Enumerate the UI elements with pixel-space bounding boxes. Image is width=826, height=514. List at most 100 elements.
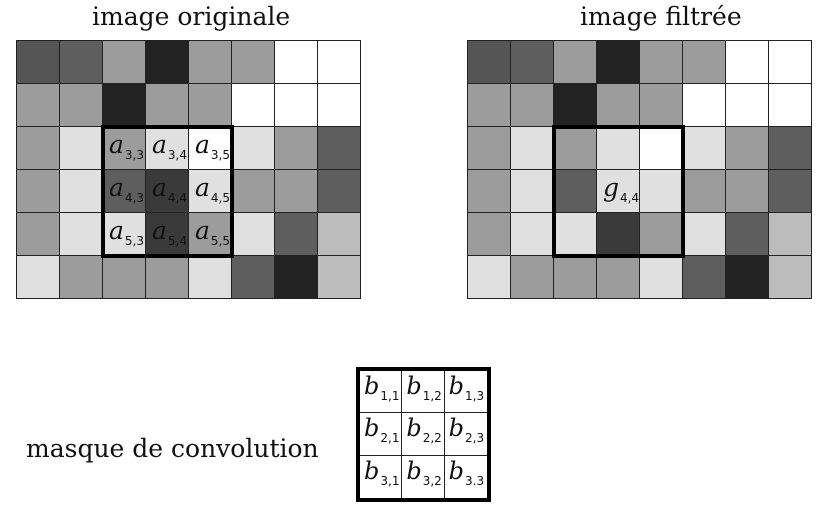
original-pixel [275, 256, 318, 299]
filtered-pixel [597, 213, 640, 256]
original-pixel: a3,3 [103, 127, 146, 170]
original-pixel [318, 256, 361, 299]
filtered-image-grid: g4,4 [467, 40, 812, 299]
filtered-pixel [769, 41, 812, 84]
original-pixel [275, 170, 318, 213]
original-pixel [17, 41, 60, 84]
filtered-pixel [726, 170, 769, 213]
original-pixel [60, 127, 103, 170]
mask-coefficient: b1,3 [444, 371, 487, 414]
filtered-pixel [726, 127, 769, 170]
original-pixel [60, 213, 103, 256]
original-image-title: image originale [92, 2, 291, 31]
original-pixel [232, 213, 275, 256]
filtered-pixel [511, 213, 554, 256]
original-pixel: a5,5 [189, 213, 232, 256]
mask-coefficient-label: b3.3 [448, 456, 485, 488]
mask-coefficient: b1,1 [360, 371, 403, 414]
mask-coefficient: b3,1 [360, 455, 403, 498]
filtered-pixel [554, 84, 597, 127]
original-pixel: a3,4 [146, 127, 189, 170]
original-pixel: a4,3 [103, 170, 146, 213]
original-pixel [103, 41, 146, 84]
filtered-pixel [597, 41, 640, 84]
original-pixel-label: a5,5 [195, 216, 230, 248]
mask-coefficient-label: b2,1 [364, 414, 400, 446]
original-pixel-label: a5,4 [152, 216, 187, 248]
filtered-pixel [726, 256, 769, 299]
original-pixel: a4,4 [146, 170, 189, 213]
filtered-pixel [726, 41, 769, 84]
original-pixel [232, 127, 275, 170]
original-pixel [17, 256, 60, 299]
original-pixel-label: a4,3 [109, 173, 144, 205]
original-pixel [318, 41, 361, 84]
filtered-pixel [468, 213, 511, 256]
mask-coefficient: b3.3 [445, 456, 487, 498]
original-pixel [60, 170, 103, 213]
original-pixel: a3,5 [189, 127, 232, 170]
filtered-pixel [511, 127, 554, 170]
original-pixel: a4,5 [189, 170, 232, 213]
filtered-pixel [554, 127, 597, 170]
original-pixel [318, 84, 361, 127]
original-pixel: a5,4 [146, 213, 189, 256]
filtered-pixel [597, 127, 640, 170]
filtered-pixel [468, 127, 511, 170]
filtered-pixel [554, 170, 597, 213]
original-pixel-label: a5,3 [109, 216, 144, 248]
original-pixel [17, 127, 60, 170]
filtered-pixel [726, 84, 769, 127]
original-pixel [275, 213, 318, 256]
original-pixel [189, 256, 232, 299]
original-pixel [232, 170, 275, 213]
original-pixel [318, 213, 361, 256]
original-pixel [318, 127, 361, 170]
filtered-pixel-label: g4,4 [603, 173, 640, 205]
original-pixel [146, 84, 189, 127]
filtered-pixel [769, 127, 812, 170]
filtered-pixel [769, 213, 812, 256]
mask-coefficient-label: b1,3 [448, 372, 485, 403]
filtered-pixel [683, 84, 726, 127]
original-pixel [146, 256, 189, 299]
mask-coefficient: b2,3 [444, 413, 487, 456]
filtered-pixel [640, 256, 683, 299]
mask-coefficient-label: b1,2 [406, 372, 442, 403]
filtered-pixel [640, 84, 683, 127]
filtered-pixel [683, 213, 726, 256]
filtered-pixel [683, 170, 726, 213]
filtered-image-title: image filtrée [580, 2, 742, 31]
original-pixel [103, 84, 146, 127]
mask-coefficient: b2,1 [360, 413, 403, 456]
filtered-pixel [554, 41, 597, 84]
filtered-pixel [554, 213, 597, 256]
original-pixel: a5,3 [103, 213, 146, 256]
mask-coefficient-label: b1,1 [364, 372, 400, 403]
mask-coefficient: b1,2 [402, 371, 445, 414]
filtered-pixel [468, 84, 511, 127]
original-pixel [275, 84, 318, 127]
filtered-pixel [597, 84, 640, 127]
original-pixel-label: a4,5 [195, 173, 230, 205]
mask-coefficient-label: b2,3 [448, 414, 485, 446]
filtered-pixel [597, 256, 640, 299]
filtered-pixel [640, 127, 683, 170]
original-pixel [189, 84, 232, 127]
filtered-pixel [511, 41, 554, 84]
original-pixel [17, 213, 60, 256]
convolution-mask-label: masque de convolution [26, 434, 319, 463]
filtered-pixel [554, 256, 597, 299]
original-pixel [103, 256, 146, 299]
filtered-pixel [511, 84, 554, 127]
original-pixel [189, 41, 232, 84]
filtered-pixel [640, 213, 683, 256]
original-image-grid: a3,3 a3,4 a3,5 a4,3 a4,4 a4,5 a5,3 a5,4 a5,5 [16, 40, 361, 299]
original-pixel [17, 84, 60, 127]
filtered-pixel [683, 256, 726, 299]
original-pixel-label: a3,4 [152, 130, 187, 162]
mask-coefficient-label: b3,2 [406, 456, 442, 488]
original-pixel [232, 84, 275, 127]
filtered-pixel: g4,4 [597, 170, 640, 213]
filtered-pixel [683, 41, 726, 84]
